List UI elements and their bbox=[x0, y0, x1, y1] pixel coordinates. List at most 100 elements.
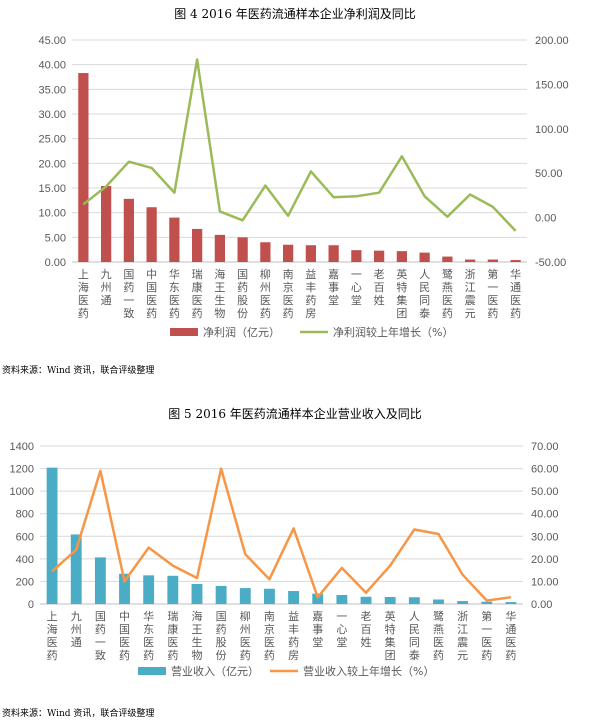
chart2-left-tick: 200 bbox=[16, 576, 34, 588]
chart1-left-tick: 35.00 bbox=[38, 84, 66, 96]
chart1-category-label: 国药股份 bbox=[237, 268, 248, 320]
chart2-bar bbox=[119, 573, 130, 604]
chart1-category-label: 柳州医药 bbox=[260, 267, 271, 320]
chart1-left-tick: 40.00 bbox=[38, 60, 66, 72]
chart1-legend-line-label: 净利润较上年增长（%） bbox=[333, 325, 453, 339]
chart2-right-tick: 60.00 bbox=[531, 464, 559, 476]
chart2-category-label: 国药一致 bbox=[95, 610, 106, 662]
chart2-category-label: 国药股份 bbox=[216, 610, 227, 662]
chart2-bar bbox=[288, 591, 300, 604]
chart2-title: 图 5 2016 年医药流通样本企业营业收入及同比 bbox=[168, 407, 422, 421]
chart2-right-tick: 40.00 bbox=[531, 509, 559, 521]
chart1-bar bbox=[374, 250, 385, 262]
chart2-bar bbox=[263, 588, 275, 604]
chart1-category-label: 国药一致 bbox=[123, 268, 134, 320]
chart2-bar bbox=[312, 593, 324, 604]
chart2-bar bbox=[384, 597, 396, 604]
chart2-left-tick: 1000 bbox=[10, 486, 34, 498]
chart2-bar bbox=[70, 534, 82, 604]
chart2-category-label: 英特集团 bbox=[385, 609, 396, 662]
chart2-category-label: 第一医药 bbox=[481, 609, 492, 662]
chart1-category-label: 一心堂 bbox=[351, 268, 362, 307]
chart1-legend-bar-label: 净利润（亿元） bbox=[203, 325, 280, 339]
chart2-category-label: 一心堂 bbox=[336, 610, 347, 649]
chart2-left-tick: 1400 bbox=[10, 441, 34, 453]
chart1-bar bbox=[396, 251, 407, 262]
chart2-left-tick: 400 bbox=[16, 554, 34, 566]
chart2-bar bbox=[46, 467, 58, 604]
chart1-category-label: 人民同泰 bbox=[419, 268, 430, 320]
chart1-right-tick: -50.00 bbox=[535, 257, 566, 269]
chart2-bar bbox=[360, 596, 372, 604]
chart1-left-tick: 20.00 bbox=[38, 158, 66, 170]
chart1-bar bbox=[328, 245, 339, 262]
chart1-left-tick: 45.00 bbox=[38, 35, 66, 47]
chart1-left-tick: 5.00 bbox=[45, 232, 66, 244]
chart1-title: 图 4 2016 年医药流通样本企业净利润及同比 bbox=[174, 7, 416, 21]
chart1-bar bbox=[305, 245, 316, 262]
chart2-category-label: 华通医药 bbox=[505, 609, 516, 662]
chart2-category-label: 九州通 bbox=[71, 610, 82, 649]
chart1-bar bbox=[487, 259, 498, 262]
chart1-netprofit: 0.00 5.00 10.00 15.00 20.00 25.00 30.00 35.00 40… bbox=[38, 35, 569, 339]
chart1-source: 资料来源：Wind 资讯，联合评级整理 bbox=[2, 366, 155, 376]
chart1-bar bbox=[510, 260, 521, 262]
chart2-right-tick: 30.00 bbox=[531, 531, 559, 543]
chart2-right-tick: 20.00 bbox=[531, 554, 559, 566]
chart2-bar bbox=[167, 575, 179, 604]
chart1-left-tick: 30.00 bbox=[38, 109, 66, 121]
chart1-category-label: 海王生物 bbox=[214, 267, 225, 320]
chart1-right-tick: 50.00 bbox=[535, 168, 563, 180]
chart1-category-label: 老百姓 bbox=[374, 268, 385, 307]
chart1-category-label: 益丰药房 bbox=[305, 267, 316, 320]
chart2-bar bbox=[505, 602, 517, 604]
chart2-legend-line-label: 营业收入较上年增长（%） bbox=[303, 664, 434, 678]
chart2-bar bbox=[143, 575, 155, 604]
chart1-bar bbox=[419, 252, 430, 262]
chart1-category-label: 鹭燕医药 bbox=[442, 267, 453, 320]
chart2-left-tick: 1200 bbox=[10, 464, 34, 476]
chart1-left-tick: 0.00 bbox=[45, 257, 66, 269]
chart1-bar bbox=[78, 73, 89, 262]
chart2-left-tick: 800 bbox=[16, 509, 34, 521]
chart1-series-line bbox=[82, 58, 517, 232]
chart2-category-label: 华东医药 bbox=[143, 609, 154, 662]
chart2-bar bbox=[433, 599, 444, 604]
chart2-legend-bar-label: 营业收入（亿元） bbox=[171, 664, 259, 678]
chart1-left-tick: 15.00 bbox=[38, 183, 66, 195]
chart2-right-tick: 10.00 bbox=[531, 576, 559, 588]
chart2-right-tick: 70.00 bbox=[531, 441, 559, 453]
chart1-category-label: 中国医药 bbox=[146, 268, 157, 320]
chart2-right-tick: 50.00 bbox=[531, 486, 559, 498]
chart1-right-tick: 100.00 bbox=[535, 124, 569, 136]
chart1-bar bbox=[283, 244, 294, 262]
chart2-revenue: 0 200 400 600 800 1000 1200 1400 0.00 10.00 20.00 3… bbox=[10, 441, 559, 678]
chart2-bar bbox=[239, 588, 251, 604]
chart1-right-tick: 150.00 bbox=[535, 79, 569, 91]
chart2-category-label: 南京医药 bbox=[264, 610, 275, 662]
chart2-legend-bar-swatch bbox=[138, 667, 166, 675]
chart2-right-tick: 0.00 bbox=[531, 599, 552, 611]
chart2-bar bbox=[336, 594, 348, 604]
chart2-bar bbox=[94, 557, 106, 604]
chart1-bar bbox=[465, 259, 476, 262]
chart1-legend-bar-swatch bbox=[170, 328, 198, 336]
chart1-bar bbox=[260, 242, 271, 262]
chart2-bar bbox=[481, 601, 493, 604]
chart1-category-label: 华东医药 bbox=[169, 267, 180, 320]
chart2-left-tick: 0 bbox=[28, 599, 34, 611]
chart1-category-label: 嘉事堂 bbox=[328, 267, 339, 307]
chart1-right-tick: 0.00 bbox=[535, 213, 556, 225]
chart1-bar bbox=[146, 207, 157, 262]
chart1-category-label: 九州通 bbox=[101, 268, 112, 307]
chart1-bar bbox=[169, 217, 180, 262]
chart1-bar bbox=[237, 237, 248, 262]
chart1-bar bbox=[101, 186, 112, 262]
chart2-bar bbox=[191, 584, 203, 604]
chart1-bar bbox=[214, 234, 225, 262]
chart1-category-label: 上海医药 bbox=[78, 268, 89, 320]
chart2-category-label: 益丰药房 bbox=[288, 609, 299, 662]
chart2-category-label: 鹭燕医药 bbox=[433, 609, 444, 662]
chart2-category-label: 瑞康医药 bbox=[167, 609, 178, 662]
chart1-bar bbox=[351, 250, 362, 262]
